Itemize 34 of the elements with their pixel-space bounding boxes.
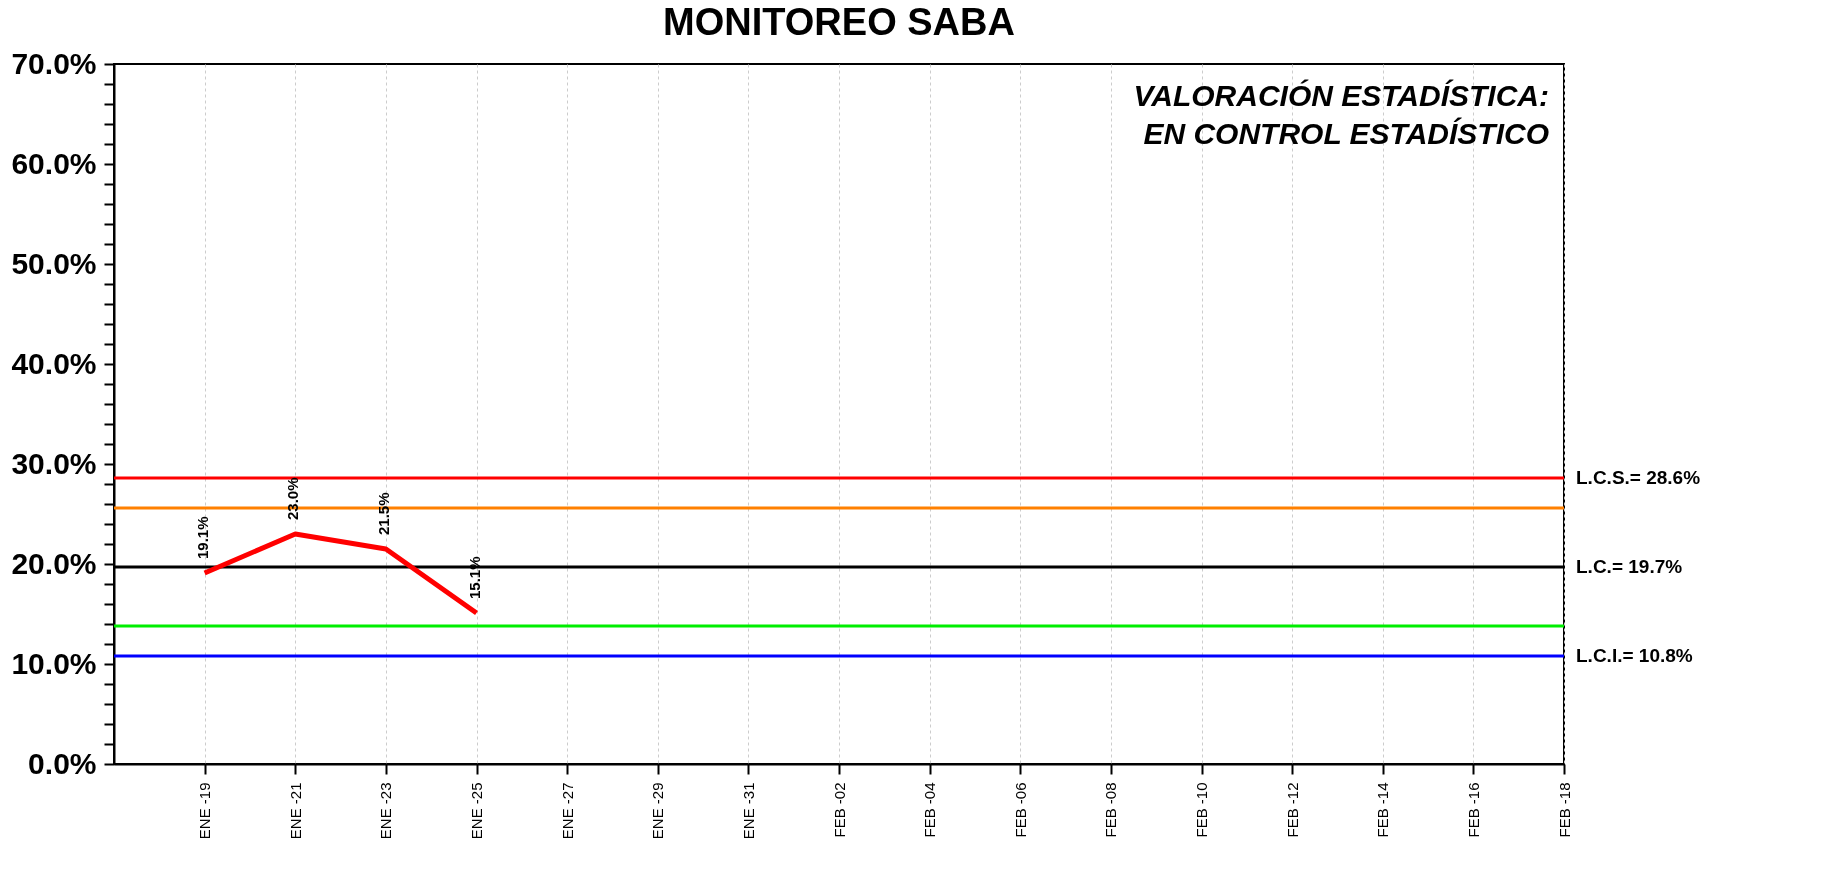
y-tick-label: 70.0%	[11, 46, 97, 80]
x-tick-label: ENE -31	[739, 782, 757, 840]
annotation: EN CONTROL ESTADÍSTICO	[1143, 117, 1549, 150]
x-tick-label: FEB -06	[1011, 782, 1029, 838]
x-tick-label: ENE -23	[377, 782, 395, 840]
x-tick-label: FEB -04	[921, 782, 939, 838]
data-label: 21.5%	[374, 492, 392, 535]
y-tick-label: 10.0%	[11, 646, 97, 680]
x-tick-label: FEB -14	[1374, 782, 1392, 838]
x-tick-label: FEB -18	[1555, 782, 1573, 838]
y-tick-label: 60.0%	[11, 146, 97, 180]
x-tick-label: FEB -10	[1193, 782, 1210, 838]
annotation: VALORACIÓN ESTADÍSTICA:	[1133, 79, 1549, 112]
y-tick-label: 50.0%	[11, 246, 97, 280]
x-tick-label: ENE -27	[558, 782, 576, 840]
data-label: 23.0%	[284, 477, 302, 520]
x-tick-label: FEB -12	[1283, 782, 1301, 838]
ref-line-label: L.C.S.= 28.6%	[1576, 467, 1701, 488]
y-tick-label: 30.0%	[11, 446, 97, 480]
ref-line-label: L.C.I.= 10.8%	[1576, 645, 1693, 666]
data-label: 15.1%	[465, 556, 483, 599]
x-tick-label: ENE -19	[196, 782, 214, 840]
y-tick-label: 0.0%	[28, 746, 97, 780]
data-label: 19.1%	[193, 516, 211, 559]
ref-line-label: L.C.= 19.7%	[1576, 556, 1683, 577]
x-tick-label: ENE -21	[286, 782, 304, 840]
y-tick-label: 20.0%	[11, 546, 97, 580]
chart-title: MONITOREO SABA	[663, 1, 1015, 43]
x-tick-label: FEB -16	[1464, 782, 1482, 838]
x-tick-label: ENE -25	[468, 782, 485, 840]
x-tick-label: FEB -02	[830, 782, 848, 838]
y-tick-label: 40.0%	[11, 346, 97, 380]
x-tick-label: ENE -29	[649, 782, 667, 840]
x-tick-label: FEB -08	[1102, 782, 1120, 838]
